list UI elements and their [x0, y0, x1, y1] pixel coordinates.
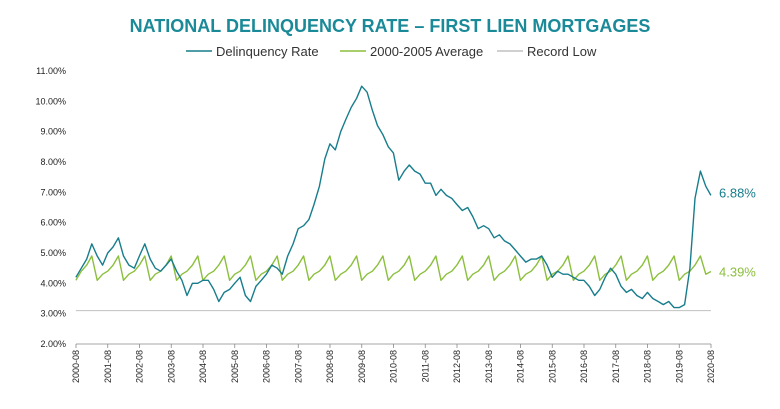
x-tick-label: 2009-08 — [357, 350, 367, 383]
y-axis: 2.00% 3.00% 4.00% 5.00% 6.00% 7.00% 8.00% 9.00%… — [35, 66, 66, 349]
chart-title: NATIONAL DELINQUENCY RATE – FIRST LIEN M… — [130, 16, 651, 36]
legend-label-average: 2000-2005 Average — [370, 44, 483, 59]
y-tick-label: 2.00% — [40, 339, 66, 349]
x-tick-label: 2019-08 — [674, 350, 684, 383]
end-label-delinquency: 6.88% — [719, 185, 756, 200]
x-tick-label: 2003-08 — [166, 350, 176, 383]
x-tick-label: 2013-08 — [484, 350, 494, 383]
x-tick-label: 2018-08 — [643, 350, 653, 383]
delinquency-rate-line — [75, 85, 712, 309]
y-tick-label: 4.00% — [40, 278, 66, 288]
legend-label-record-low: Record Low — [527, 44, 597, 59]
y-tick-label: 11.00% — [36, 66, 66, 76]
y-tick-label: 6.00% — [40, 218, 66, 228]
x-tick-label: 2011-08 — [420, 350, 430, 382]
plot-area — [75, 85, 712, 312]
x-tick-label: 2005-08 — [230, 350, 240, 383]
end-label-average: 4.39% — [719, 265, 756, 280]
average-line — [75, 255, 712, 281]
x-tick-label: 2017-08 — [611, 350, 621, 383]
x-tick-label: 2006-08 — [262, 350, 272, 383]
y-tick-label: 9.00% — [40, 127, 66, 137]
y-tick-label: 3.00% — [40, 309, 66, 319]
x-tick-label: 2007-08 — [293, 350, 303, 383]
legend-label-delinquency: Delinquency Rate — [216, 44, 319, 59]
x-tick-label: 2002-08 — [135, 350, 145, 383]
x-tick-label: 2015-08 — [547, 350, 557, 383]
y-tick-label: 7.00% — [40, 187, 66, 197]
x-tick-label: 2008-08 — [325, 350, 335, 383]
x-axis: 2000-08 2001-08 2002-08 2003-08 2004-08 2005-… — [71, 343, 716, 383]
x-tick-label: 2016-08 — [579, 350, 589, 383]
y-tick-label: 5.00% — [40, 248, 66, 258]
x-tick-label: 2014-08 — [516, 350, 526, 383]
legend: Delinquency Rate 2000-2005 Average Recor… — [186, 44, 597, 59]
y-tick-label: 10.00% — [35, 96, 66, 106]
x-tick-label: 2000-08 — [71, 350, 81, 383]
x-tick-label: 2012-08 — [452, 350, 462, 383]
y-tick-label: 8.00% — [40, 157, 66, 167]
x-tick-label: 2004-08 — [198, 350, 208, 383]
x-tick-label: 2020-08 — [706, 350, 716, 383]
x-tick-label: 2001-08 — [103, 350, 113, 383]
x-tick-label: 2010-08 — [389, 350, 399, 383]
